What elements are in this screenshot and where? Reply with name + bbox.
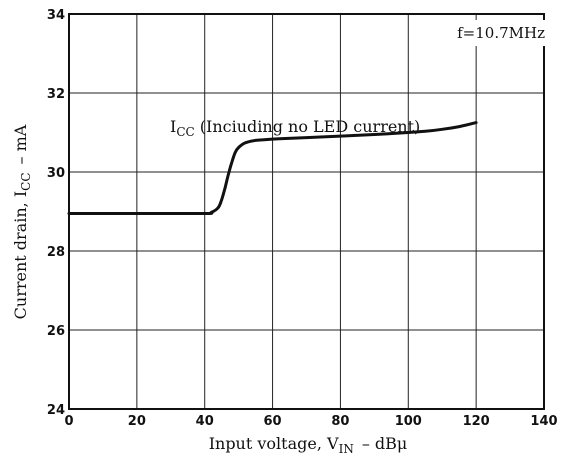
series-line-icc [67,121,478,216]
plot-frame [68,13,545,410]
x-tick-label: 80 [331,414,349,429]
x-tick-label: 40 [196,414,214,429]
x-tick-label: 100 [395,414,422,429]
condition-label: f=10.7MHz [457,24,545,42]
x-tick-labels: 0 20 40 60 80 100 120 140 [64,414,557,429]
y-tick-label: 28 [47,245,65,260]
condition-label-box [423,20,549,46]
x-tick-label: 140 [530,414,557,429]
x-axis-label: Input voltage, VIN – dBμ [209,434,408,456]
y-axis-label: Current drain, ICC– mA [11,124,33,319]
x-tick-label: 20 [128,414,146,429]
y-tick-label: 30 [47,166,65,181]
y-tick-label: 32 [47,87,65,102]
y-tick-label: 34 [47,8,65,23]
x-tick-label: 0 [64,414,73,429]
x-tick-label: 60 [264,414,282,429]
series-label: ICC (Inciuding no LED current) [170,117,420,139]
y-tick-label: 24 [47,403,65,418]
y-tick-label: 26 [47,324,65,339]
y-tick-labels: 24 26 28 30 32 34 [47,8,65,418]
grid-lines [68,13,545,410]
x-tick-label: 120 [463,414,490,429]
